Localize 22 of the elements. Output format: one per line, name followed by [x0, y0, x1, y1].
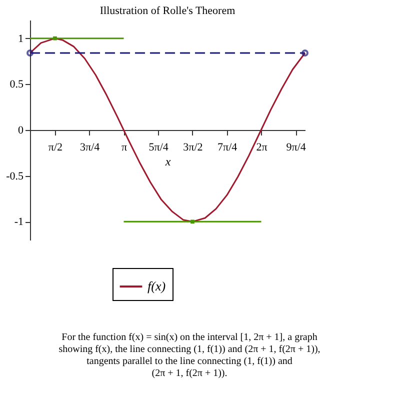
point — [26, 50, 34, 56]
x-tick-label: 7π/4 — [218, 142, 238, 154]
y-tick-label: 0 — [18, 124, 24, 136]
x-tick-label: π/2 — [48, 142, 63, 154]
point — [53, 36, 57, 40]
y-tick-label: 0.5 — [10, 78, 24, 91]
legend-label: f(x) — [148, 278, 166, 294]
x-tick-label: 3π/4 — [80, 142, 100, 154]
line-series — [29, 38, 306, 222]
x-tick-label: 3π/2 — [183, 142, 203, 154]
y-tick-label: -1 — [14, 216, 24, 228]
x-tick-label: 2π — [256, 142, 268, 154]
x-tick-label: 5π/4 — [148, 142, 169, 154]
point — [302, 50, 308, 56]
x-axis-title: x — [164, 154, 172, 168]
y-tick-label: -0.5 — [6, 170, 24, 182]
text: For the function f(x) = sin(x) on the interval [1, 2π + 1], a graph showing f(x), the line connecting (1, f(1)) and (2π + 1, f(2π + 1)), tangents parallel to the line connecting (1, f(1)) and (2π + 1, f(2π + 1)). — [58, 332, 320, 379]
chart-title: Illustration of Rolle's Theorem — [100, 5, 236, 17]
x-tick-label: 9π/4 — [286, 142, 306, 154]
y-tick-label: 1 — [18, 32, 24, 45]
x-tick-label: π — [121, 142, 128, 154]
point — [190, 220, 194, 224]
